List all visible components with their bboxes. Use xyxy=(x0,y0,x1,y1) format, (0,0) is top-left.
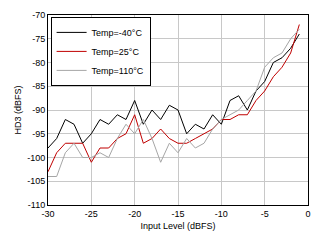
svg-text:-10: -10 xyxy=(215,209,228,219)
svg-text:-20: -20 xyxy=(128,209,141,219)
svg-text:-70: -70 xyxy=(32,10,45,20)
svg-text:HD3 (dBFS): HD3 (dBFS) xyxy=(13,85,23,134)
svg-text:-5: -5 xyxy=(261,209,269,219)
svg-text:Temp=25°C: Temp=25°C xyxy=(92,47,140,57)
svg-text:-80: -80 xyxy=(32,58,45,68)
svg-text:Input Level (dBFS): Input Level (dBFS) xyxy=(140,221,215,231)
svg-text:-75: -75 xyxy=(32,34,45,44)
svg-text:-95: -95 xyxy=(32,129,45,139)
svg-text:-110: -110 xyxy=(28,200,45,210)
svg-text:-15: -15 xyxy=(171,209,184,219)
svg-text:-85: -85 xyxy=(32,81,45,91)
svg-text:0: 0 xyxy=(305,209,310,219)
svg-text:Temp=-40°C: Temp=-40°C xyxy=(92,28,143,38)
svg-text:-90: -90 xyxy=(32,105,45,115)
svg-text:Temp=110°C: Temp=110°C xyxy=(92,66,144,76)
svg-text:-30: -30 xyxy=(41,209,54,219)
svg-text:-105: -105 xyxy=(27,176,45,186)
svg-text:-100: -100 xyxy=(27,153,45,163)
svg-text:-25: -25 xyxy=(85,209,98,219)
